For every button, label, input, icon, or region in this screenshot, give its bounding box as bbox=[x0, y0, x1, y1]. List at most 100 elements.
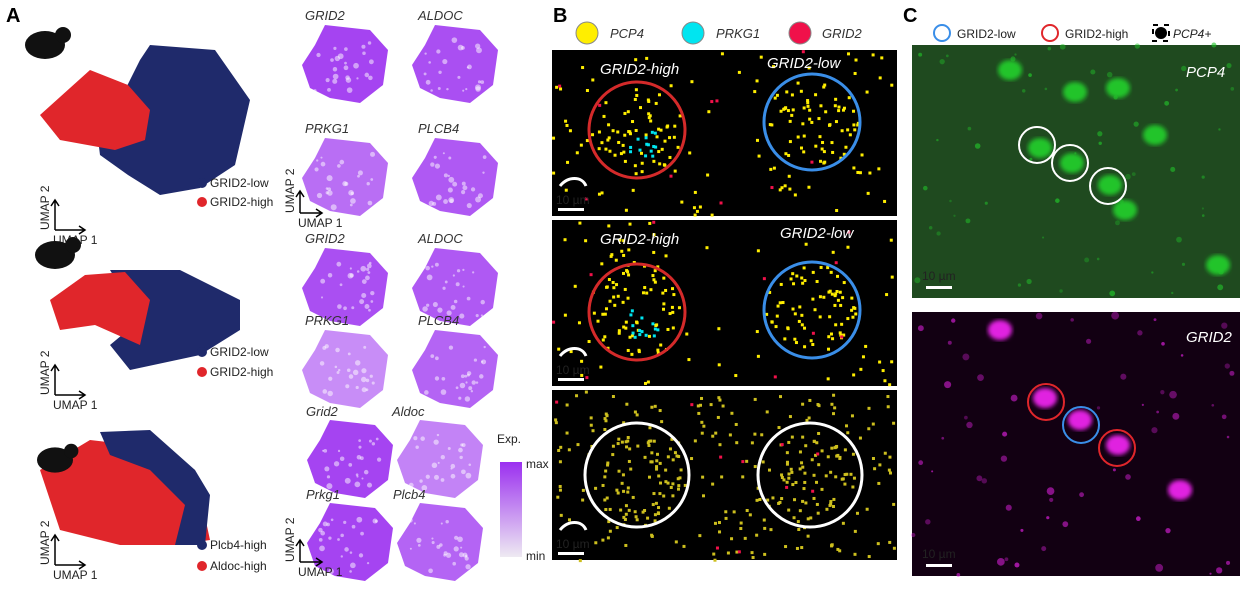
pcp4-dot bbox=[824, 474, 828, 478]
pcp4-dot bbox=[671, 287, 675, 291]
pcp4-dot bbox=[755, 498, 759, 502]
cell-dot bbox=[443, 199, 448, 204]
cell-dot bbox=[426, 274, 433, 281]
cell-dot bbox=[417, 543, 421, 547]
pcp4-dot bbox=[724, 510, 728, 514]
pcp4-dot bbox=[823, 83, 827, 87]
pcp4-dot bbox=[817, 463, 821, 467]
cell-dot bbox=[361, 368, 367, 374]
grid2-dot bbox=[810, 160, 814, 164]
pcp4-dot bbox=[653, 269, 657, 273]
grid2-dot bbox=[552, 320, 556, 324]
pcp4-dot bbox=[780, 476, 784, 480]
pcp4-dot bbox=[888, 471, 892, 475]
pcp4-dot bbox=[810, 120, 814, 124]
grid2-dot bbox=[589, 273, 593, 277]
signal-speck bbox=[1224, 363, 1230, 369]
prkg1-dot bbox=[652, 145, 656, 149]
pcp4-dot bbox=[641, 510, 645, 514]
pcp4-dot bbox=[690, 80, 694, 84]
pcp4-dot bbox=[658, 461, 662, 465]
cell-dot bbox=[360, 265, 367, 272]
pcp4-dot bbox=[646, 380, 650, 384]
pcp4-dot bbox=[626, 270, 630, 274]
pcp4-dot bbox=[763, 552, 767, 556]
pcp4-dot bbox=[818, 315, 822, 319]
pcp4-dot bbox=[801, 402, 805, 406]
cell-dot bbox=[339, 456, 345, 462]
cell-dot bbox=[424, 316, 428, 320]
signal-speck bbox=[1028, 73, 1032, 77]
signal-speck bbox=[925, 519, 931, 525]
pcp4-dot bbox=[575, 394, 579, 398]
pcp4-dot bbox=[833, 104, 837, 108]
pcp4-dot bbox=[775, 93, 779, 97]
pcp4-dot bbox=[867, 555, 871, 559]
panel-label-b: B bbox=[553, 5, 567, 27]
cell-dot bbox=[360, 531, 364, 536]
pcp4-dot bbox=[606, 138, 610, 142]
pcp4-dot bbox=[845, 472, 849, 476]
pcp4-dot bbox=[632, 261, 636, 265]
mouse-icon-head bbox=[63, 443, 79, 459]
pcp4-dot bbox=[793, 337, 797, 341]
signal-speck bbox=[1172, 412, 1180, 420]
signal-speck bbox=[1096, 257, 1100, 261]
cell-dot bbox=[416, 537, 422, 543]
cell-dot bbox=[322, 389, 328, 394]
pcp4-dot bbox=[673, 124, 677, 128]
cell-dot bbox=[348, 374, 354, 379]
cell-circle bbox=[1051, 144, 1089, 182]
pcp4-dot bbox=[611, 453, 615, 457]
signal-speck bbox=[965, 218, 971, 224]
pcp4-dot bbox=[812, 473, 816, 477]
pcp4-dot bbox=[657, 150, 661, 154]
signal-speck bbox=[1120, 373, 1127, 380]
microscopy-image-grid2: GRID2 10 µm bbox=[911, 311, 1240, 577]
umap-axis-2-label: UMAP 2 bbox=[38, 350, 52, 395]
pcp4-dot bbox=[753, 90, 757, 94]
cell-dot bbox=[346, 368, 351, 373]
cell-dot bbox=[374, 519, 378, 523]
pcp4-dot bbox=[745, 509, 749, 513]
pcp4-dot bbox=[634, 128, 638, 132]
pcp4-dot bbox=[647, 439, 651, 443]
signal-speck bbox=[1131, 172, 1136, 177]
cell-body bbox=[1068, 410, 1092, 430]
cell-dot bbox=[371, 442, 376, 446]
cell-body bbox=[1098, 175, 1122, 195]
cell-dot bbox=[443, 173, 448, 178]
pcp4-dot bbox=[604, 307, 608, 311]
pcp4-dot bbox=[637, 348, 641, 352]
cell-circle bbox=[756, 421, 864, 529]
cell-dot bbox=[475, 314, 479, 318]
pcp4-dot bbox=[816, 511, 820, 515]
cell-dot bbox=[344, 47, 348, 51]
grid2-dot bbox=[555, 400, 559, 404]
pcp4-dot bbox=[856, 121, 860, 125]
cell-dot bbox=[320, 156, 323, 159]
cell-dot bbox=[361, 293, 367, 299]
signal-speck bbox=[1109, 290, 1116, 297]
pcp4-dot bbox=[798, 467, 802, 471]
pcp4-dot bbox=[890, 275, 894, 279]
pcp4-dot bbox=[840, 322, 844, 326]
pcp4-dot bbox=[557, 347, 561, 351]
cell-dot bbox=[327, 190, 333, 196]
pcp4-dot bbox=[784, 152, 788, 156]
pcp4-dot bbox=[607, 136, 611, 140]
pcp4-dot bbox=[798, 509, 802, 513]
pcp4-dot bbox=[868, 171, 872, 175]
cell-dot bbox=[425, 265, 430, 271]
cell-dot bbox=[327, 390, 333, 397]
pcp4-dot bbox=[785, 480, 789, 484]
pcp4-dot bbox=[607, 224, 611, 228]
signal-speck bbox=[1161, 341, 1165, 346]
pcp4-dot bbox=[811, 297, 815, 301]
pcp4-dot bbox=[856, 123, 860, 127]
pcp4-dot bbox=[852, 476, 856, 480]
cell-dot bbox=[345, 384, 350, 389]
signal-speck bbox=[1209, 572, 1212, 575]
prkg1-dot bbox=[638, 329, 642, 333]
